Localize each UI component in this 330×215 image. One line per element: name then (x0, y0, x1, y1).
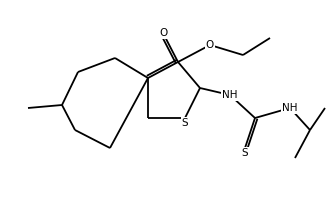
Text: NH: NH (282, 103, 298, 113)
Text: NH: NH (222, 90, 238, 100)
Text: O: O (159, 28, 167, 38)
Text: O: O (206, 40, 214, 50)
Text: S: S (242, 148, 248, 158)
Text: S: S (182, 118, 188, 128)
